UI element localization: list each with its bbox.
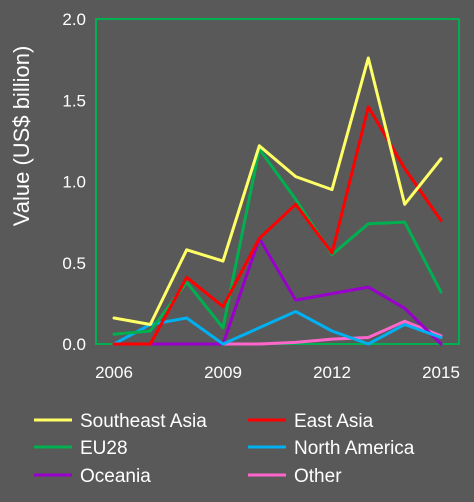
- legend-label: Oceania: [80, 466, 151, 487]
- y-tick-label: 2.0: [62, 10, 86, 29]
- y-tick-label: 0.0: [62, 335, 86, 354]
- y-axis-ticks: 0.0 0.5 1.0 1.5 2.0: [62, 10, 86, 354]
- legend-label: EU28: [80, 438, 128, 459]
- legend-label: Other: [294, 466, 342, 487]
- legend: Southeast Asia East Asia EU28 North America…: [34, 411, 415, 487]
- x-tick-label: 2015: [422, 363, 460, 382]
- legend-label: East Asia: [294, 411, 374, 432]
- legend-item-southeast-asia: Southeast Asia: [34, 411, 207, 432]
- legend-item-north-america: North America: [248, 438, 415, 459]
- legend-item-other: Other: [248, 466, 342, 487]
- series-line-southeast-asia: [112, 56, 443, 326]
- y-tick-label: 0.5: [62, 254, 86, 273]
- legend-item-eu28: EU28: [34, 438, 128, 459]
- x-tick-label: 2009: [204, 363, 242, 382]
- y-tick-label: 1.5: [62, 91, 86, 110]
- x-tick-label: 2006: [95, 363, 133, 382]
- x-tick-label: 2012: [313, 363, 351, 382]
- y-tick-label: 1.0: [62, 173, 86, 192]
- legend-item-oceania: Oceania: [34, 466, 151, 487]
- x-axis-ticks: 2006 2009 2012 2015: [95, 363, 460, 382]
- y-axis-label: Value (US$ billion): [9, 46, 34, 227]
- plot-area-frame: [95, 18, 460, 345]
- series-line-north-america: [112, 310, 443, 346]
- legend-label: North America: [294, 438, 415, 459]
- series-line-east-asia: [112, 105, 443, 346]
- series-layer: [112, 56, 443, 346]
- series-line-oceania: [112, 236, 443, 346]
- legend-label: Southeast Asia: [80, 411, 207, 432]
- series-line-eu28: [112, 147, 443, 336]
- legend-item-east-asia: East Asia: [248, 411, 374, 432]
